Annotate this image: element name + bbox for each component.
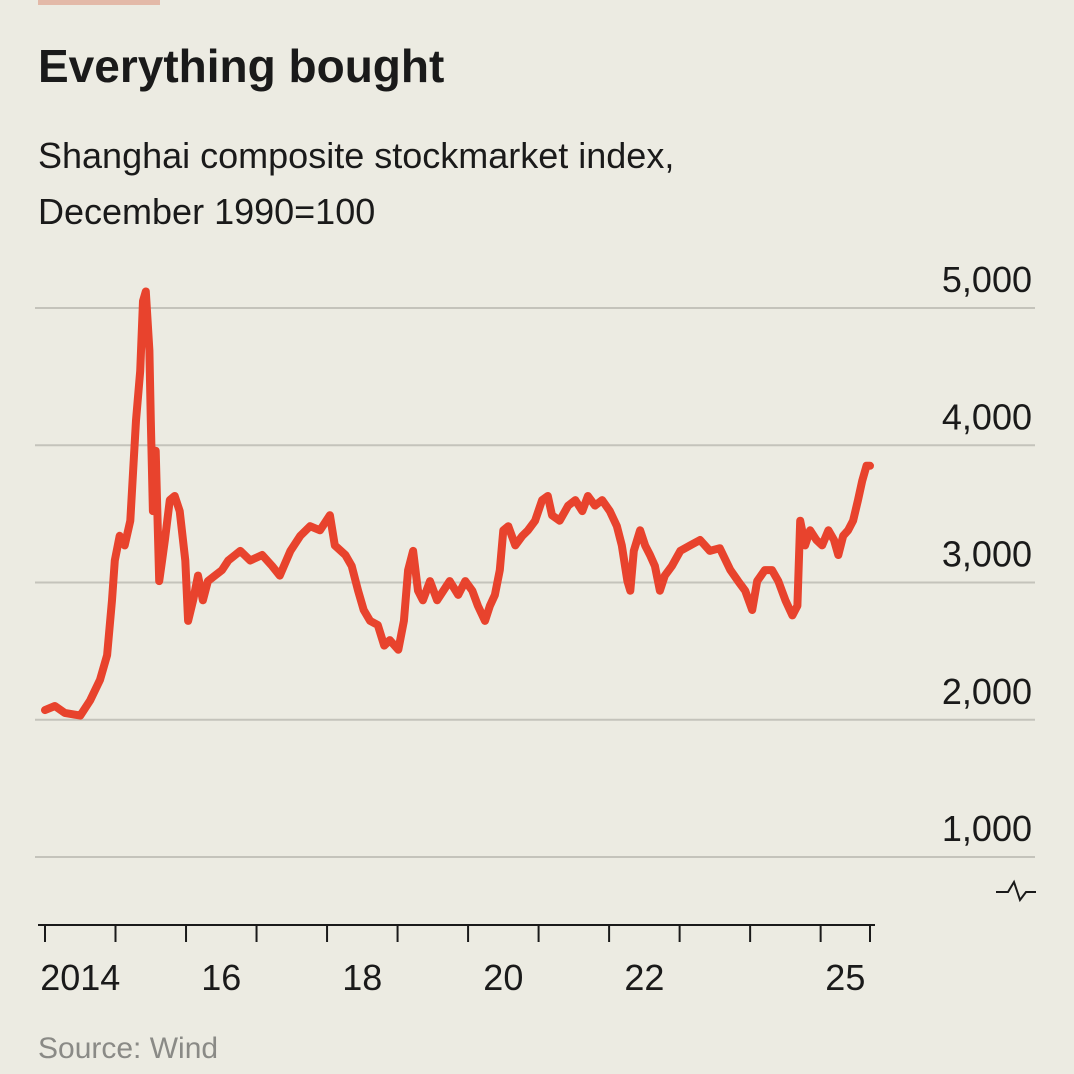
x-tick-label: 25 <box>825 957 865 998</box>
x-tick-label: 18 <box>342 957 382 998</box>
x-tick-label: 2014 <box>40 957 120 998</box>
x-tick-label: 22 <box>624 957 664 998</box>
y-tick-label: 5,000 <box>942 259 1032 300</box>
top-accent <box>38 0 160 5</box>
y-tick-label: 3,000 <box>942 534 1032 575</box>
x-tick-label: 20 <box>483 957 523 998</box>
x-tick-label: 16 <box>201 957 241 998</box>
y-tick-label: 1,000 <box>942 808 1032 849</box>
chart-title: Everything bought <box>38 40 444 92</box>
source-note: Source: Wind <box>38 1032 218 1065</box>
axis-break <box>996 879 1036 903</box>
chart-subtitle: Shanghai composite stockmarket index, <box>38 135 674 176</box>
chart-subtitle: December 1990=100 <box>38 191 375 232</box>
data-line <box>41 287 874 720</box>
y-tick-label: 4,000 <box>942 396 1032 437</box>
y-tick-label: 2,000 <box>942 671 1032 712</box>
